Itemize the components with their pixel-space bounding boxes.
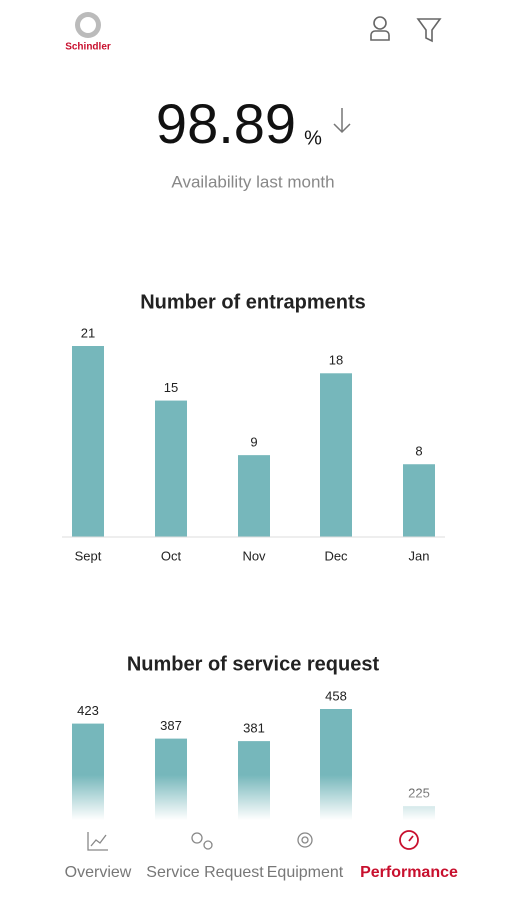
bar xyxy=(403,464,435,537)
logo[interactable]: Schindler xyxy=(65,12,111,53)
nav-item[interactable]: Overview xyxy=(65,864,132,881)
nav-item[interactable]: Service Request xyxy=(146,864,264,881)
nav-items: Overview Service Request Equipment Performa… xyxy=(65,864,458,881)
performance-needle xyxy=(408,835,414,842)
nav-fade xyxy=(0,775,507,820)
x-tick-label: Jan xyxy=(409,548,430,563)
bar xyxy=(320,373,352,537)
x-tick-label: Sept xyxy=(75,548,102,563)
value-label: 21 xyxy=(81,325,95,340)
kpi-label: Availability last month xyxy=(171,172,334,191)
nav-item[interactable]: Equipment xyxy=(267,864,344,881)
kpi-unit: % xyxy=(304,127,322,149)
bar xyxy=(238,455,270,537)
value-label: 8 xyxy=(415,444,422,459)
x-tick-label: Oct xyxy=(161,548,182,563)
overview-icon xyxy=(87,832,108,851)
performance-icon xyxy=(399,830,419,850)
value-label: 18 xyxy=(329,353,343,368)
chart-title: Number of entrapments xyxy=(140,291,366,313)
kpi-value: 98.89 xyxy=(156,92,296,155)
equipment-icon xyxy=(297,832,313,848)
x-tick-label: Nov xyxy=(242,548,266,563)
value-label: 9 xyxy=(250,435,257,450)
value-label: 381 xyxy=(243,721,265,736)
equipment-icon-center xyxy=(301,836,309,844)
trend-arrow xyxy=(333,108,351,134)
nav-item[interactable]: Performance xyxy=(360,864,458,881)
value-label: 15 xyxy=(164,380,178,395)
logo-inner xyxy=(80,17,96,33)
value-label: 423 xyxy=(77,703,99,718)
bar xyxy=(72,346,104,537)
brand: Schindler xyxy=(65,42,111,53)
chart-title: Number of service request xyxy=(127,653,380,675)
nav-bar xyxy=(0,820,507,900)
value-label: 387 xyxy=(160,718,182,733)
user-icon[interactable] xyxy=(370,16,390,41)
value-label: 458 xyxy=(325,688,347,703)
service-icon-a xyxy=(191,832,203,844)
user-head xyxy=(373,16,387,30)
x-tick-label: Dec xyxy=(324,548,348,563)
filter-icon[interactable] xyxy=(416,18,442,43)
service-icon-b xyxy=(203,840,213,850)
user-body xyxy=(370,30,390,41)
bar xyxy=(155,400,187,537)
